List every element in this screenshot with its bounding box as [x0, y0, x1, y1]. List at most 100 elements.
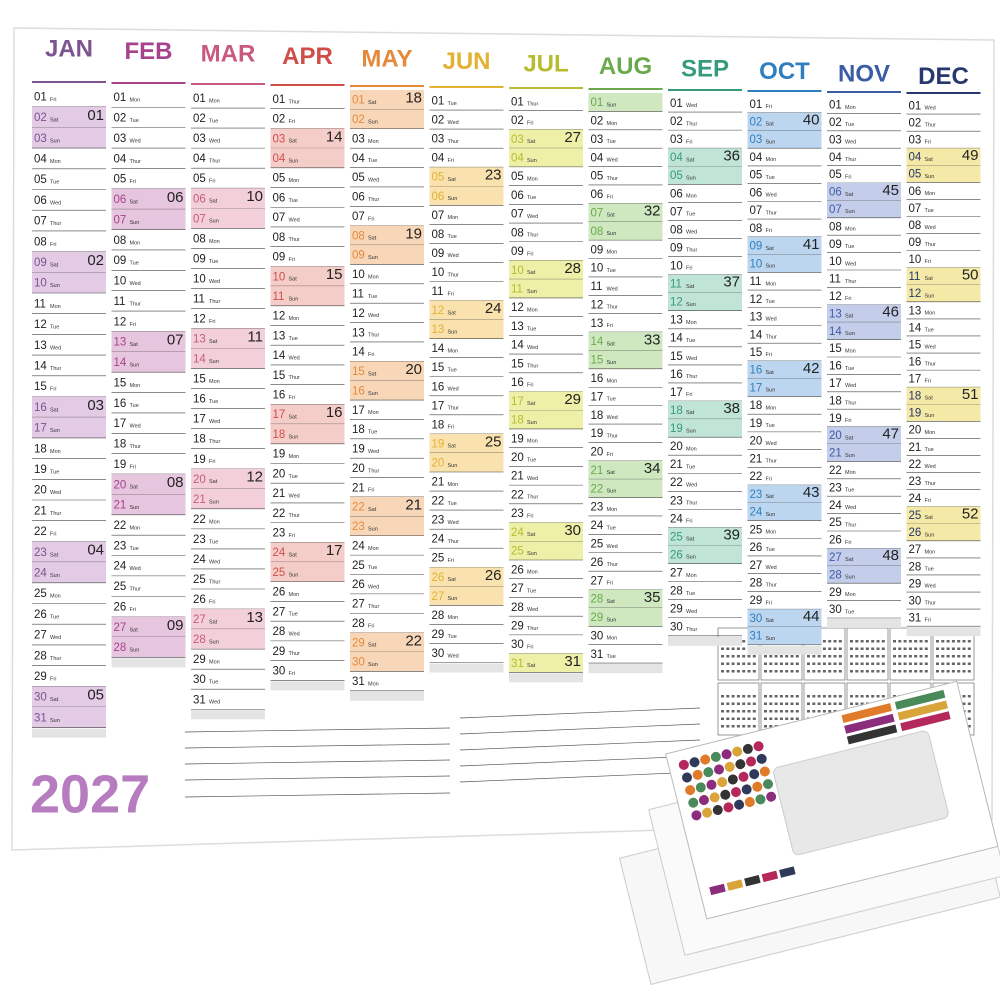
- day-number: 17: [829, 378, 842, 390]
- weekday: Wed: [925, 464, 936, 470]
- mini-day: [914, 647, 918, 650]
- mini-day: [774, 695, 778, 698]
- weekday: Sat: [686, 284, 695, 290]
- mini-day: [822, 640, 826, 643]
- weekend-band: [32, 251, 106, 273]
- mini-day: [731, 655, 735, 658]
- weekday: Wed: [209, 559, 220, 565]
- day-number: 26: [114, 601, 127, 613]
- day-number: 12: [511, 302, 524, 314]
- day-number: 01: [511, 96, 524, 108]
- day-number: 07: [909, 203, 922, 215]
- day-number: 02: [511, 115, 524, 127]
- weekday: Sun: [925, 413, 935, 419]
- weekday: Wed: [448, 120, 459, 126]
- mini-day: [893, 640, 896, 643]
- weekday: Tue: [289, 612, 298, 618]
- weekday: Wed: [925, 584, 936, 590]
- weekday: Fri: [766, 228, 772, 234]
- weekend-band: [111, 209, 186, 230]
- weekday: Thur: [130, 444, 141, 450]
- day-number: 26: [591, 557, 604, 569]
- week-number: 20: [405, 361, 422, 378]
- mini-day: [962, 647, 966, 650]
- mini-day: [919, 662, 923, 665]
- weekday: Sun: [289, 572, 299, 578]
- day-number: 08: [750, 223, 763, 235]
- weekday: Thur: [527, 364, 538, 370]
- weekend-band: [906, 284, 981, 302]
- day-number: 30: [511, 639, 524, 651]
- day-number: 05: [352, 172, 365, 184]
- mini-day: [742, 670, 746, 673]
- weekday: Sat: [766, 618, 775, 624]
- weekday: Sun: [209, 219, 219, 225]
- weekend-band: [509, 653, 583, 673]
- mini-day: [941, 662, 945, 665]
- weekday: Wed: [527, 607, 538, 613]
- mini-day: [957, 662, 961, 665]
- day-number: 15: [829, 343, 842, 355]
- weekday: Wed: [527, 214, 538, 220]
- mini-day: [871, 655, 875, 658]
- week-number: 14: [326, 128, 343, 145]
- mini-day: [726, 725, 730, 728]
- mini-day: [822, 662, 826, 665]
- day-number: 06: [750, 187, 763, 199]
- weekend-band: [509, 391, 583, 411]
- weekday: Fri: [766, 104, 772, 110]
- day-number: 28: [591, 594, 604, 606]
- mini-day: [881, 662, 885, 665]
- weekday: Mon: [607, 378, 618, 384]
- month-name: MAY: [361, 45, 412, 72]
- mini-day: [790, 695, 794, 698]
- week-number: 48: [882, 547, 899, 564]
- day-number: 06: [432, 191, 445, 203]
- weekend-band: [350, 516, 424, 536]
- weekday: Mon: [527, 439, 538, 445]
- day-number: 06: [670, 188, 683, 200]
- weekday: Fri: [527, 513, 533, 519]
- weekday: Fri: [130, 322, 136, 328]
- day-number: 19: [511, 433, 524, 445]
- day-number: 04: [352, 153, 365, 165]
- day-number: 14: [511, 340, 524, 352]
- day-number: 23: [511, 508, 524, 520]
- mini-day: [790, 717, 794, 720]
- weekend-band: [191, 488, 265, 509]
- weekday: Tue: [925, 327, 934, 333]
- day-number: 04: [909, 152, 922, 164]
- day-number: 27: [193, 614, 206, 626]
- mini-day: [795, 655, 799, 658]
- weekday: Sat: [607, 470, 616, 476]
- weekday: Sat: [527, 401, 536, 407]
- day-number: 19: [273, 449, 286, 461]
- day-number: 21: [909, 442, 922, 454]
- mini-day: [807, 695, 810, 698]
- weekday: Mon: [368, 274, 379, 280]
- weekend-band: [270, 424, 345, 444]
- day-number: 04: [591, 152, 604, 164]
- day-number: 25: [511, 546, 524, 558]
- day-number: 20: [909, 425, 922, 437]
- weekday: Fri: [50, 97, 56, 103]
- weekday: Sun: [766, 264, 776, 270]
- weekday: Fri: [766, 352, 772, 358]
- mini-day: [855, 640, 859, 643]
- weekend-band: [588, 589, 663, 608]
- mini-day: [736, 670, 740, 673]
- weekday: Tue: [209, 399, 218, 405]
- week-number: 02: [87, 252, 104, 269]
- weekday: Tue: [686, 212, 695, 218]
- weekend-band: [350, 652, 424, 672]
- week-number: 49: [962, 147, 979, 164]
- column-foot: [270, 681, 345, 691]
- weekend-band: [509, 129, 583, 149]
- mini-day: [742, 725, 746, 728]
- weekday: Sun: [845, 331, 855, 337]
- mini-day: [908, 655, 912, 658]
- week-number: 04: [87, 542, 104, 559]
- mini-day: [919, 670, 923, 673]
- mini-day: [812, 695, 816, 698]
- day-number: 27: [273, 606, 286, 618]
